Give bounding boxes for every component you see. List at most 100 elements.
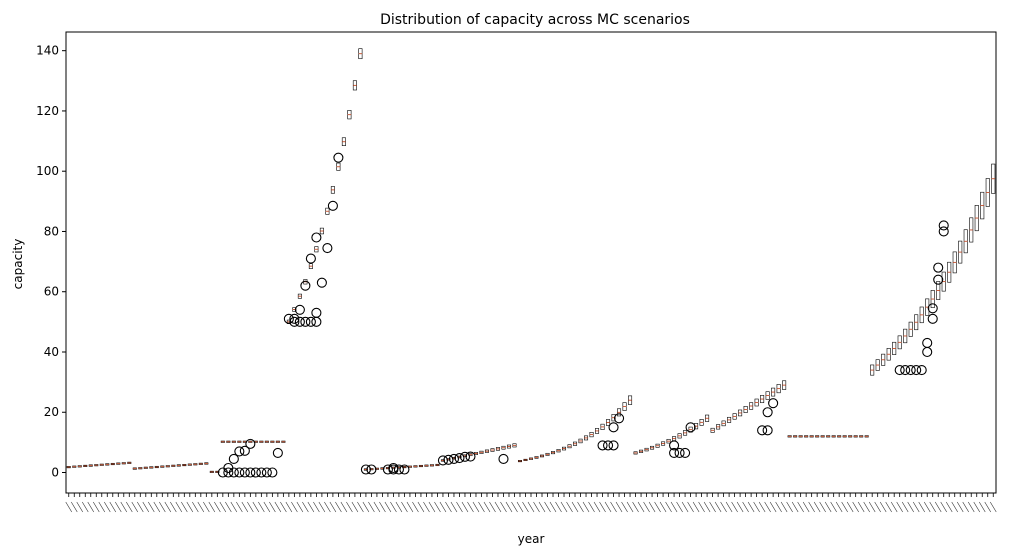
flier-point (294, 304, 305, 315)
x-tick-label-mark (98, 501, 106, 513)
flier-point (327, 200, 338, 211)
x-tick-label-mark (918, 501, 925, 513)
x-tick-label-mark (681, 501, 689, 513)
flier-point (498, 453, 509, 465)
flier-point (916, 365, 927, 376)
x-tick-label-mark (82, 501, 89, 513)
x-tick-label-mark (120, 501, 128, 513)
x-tick-label-mark (984, 501, 992, 513)
x-tick-label-mark (654, 501, 661, 513)
flier-point (608, 440, 619, 451)
flier-point (245, 438, 256, 449)
x-tick-label-mark (533, 501, 540, 513)
x-tick-label-mark (280, 501, 287, 513)
x-tick-label-mark (192, 501, 199, 513)
y-tick-label: 40 (44, 345, 59, 359)
x-tick-label-mark (544, 501, 551, 513)
flier-point (239, 445, 250, 456)
x-tick-label-mark (599, 501, 606, 513)
flier-point (762, 425, 773, 436)
x-tick-label-mark (329, 501, 337, 513)
x-tick-label-mark (527, 501, 535, 513)
x-tick-label-mark (395, 501, 403, 513)
flier-point (927, 313, 938, 324)
x-tick-label-mark (65, 501, 73, 513)
x-tick-label-mark (940, 501, 947, 513)
x-tick-label-mark (560, 501, 568, 513)
x-tick-label-mark (665, 501, 672, 513)
x-tick-label-mark (907, 501, 914, 513)
y-tick-label: 140 (36, 44, 59, 58)
x-tick-label-mark (428, 501, 436, 513)
flier-point (267, 467, 278, 478)
flier-point (443, 454, 454, 465)
x-tick-label-mark (934, 501, 942, 513)
x-tick-label-mark (313, 501, 320, 513)
flier-point (922, 337, 933, 348)
x-tick-label-mark (351, 501, 359, 513)
flier-point (223, 467, 234, 478)
x-tick-label-mark (945, 501, 953, 513)
x-tick-label-mark (203, 501, 210, 513)
flier-point (669, 447, 680, 458)
x-tick-label-mark (511, 501, 518, 513)
x-tick-label-mark (896, 501, 903, 513)
flier-point (245, 467, 256, 478)
x-tick-label-mark (819, 501, 826, 513)
x-axis-label: year (518, 532, 545, 546)
x-tick-label-mark (912, 501, 920, 513)
flier-point (234, 467, 245, 478)
x-tick-label-mark (720, 501, 727, 513)
x-tick-label-mark (340, 501, 348, 513)
x-tick-label-mark (962, 501, 969, 513)
x-tick-label-mark (87, 501, 95, 513)
x-tick-label-mark (412, 501, 419, 513)
x-tick-label-mark (489, 501, 496, 513)
y-tick-label: 20 (44, 405, 59, 419)
x-tick-label-mark (241, 501, 249, 513)
x-tick-label-mark (852, 501, 859, 513)
x-tick-label-mark (115, 501, 122, 513)
x-tick-label-mark (692, 501, 700, 513)
x-tick-label-mark (687, 501, 694, 513)
x-tick-label-mark (659, 501, 667, 513)
x-tick-label-mark (109, 501, 117, 513)
x-tick-label-mark (824, 501, 832, 513)
x-tick-label-mark (483, 501, 491, 513)
flier-point (289, 316, 300, 327)
flier-point (382, 464, 393, 475)
x-tick-label-mark (197, 501, 205, 513)
x-tick-label-mark (516, 501, 524, 513)
x-tick-label-mark (698, 501, 705, 513)
flier-point (448, 453, 460, 465)
x-tick-label-mark (423, 501, 430, 513)
x-tick-label-mark (346, 501, 353, 513)
x-tick-label-mark (296, 501, 304, 513)
x-tick-label-mark (472, 501, 480, 513)
flier-point (894, 365, 905, 376)
flier-point (762, 407, 773, 418)
flier-point (933, 274, 944, 285)
x-tick-label-mark (901, 501, 909, 513)
x-tick-label-mark (335, 501, 342, 513)
chart-title: Distribution of capacity across MC scena… (380, 12, 690, 28)
x-tick-label-mark (500, 501, 507, 513)
x-tick-label-mark (70, 501, 78, 513)
flier-point (613, 413, 625, 424)
x-tick-label-mark (830, 501, 837, 513)
flier-point (768, 398, 779, 409)
x-tick-label-mark (951, 501, 958, 513)
x-tick-label-mark (230, 501, 238, 513)
flier-point (938, 226, 949, 237)
flier-point (388, 462, 399, 474)
x-tick-label-mark (648, 501, 656, 513)
flier-point (399, 464, 410, 475)
x-tick-label-mark (274, 501, 282, 513)
flier-point (300, 316, 311, 327)
flier-point (250, 467, 261, 478)
x-tick-label-mark (225, 501, 232, 513)
x-tick-label-mark (758, 501, 766, 513)
x-tick-label-mark (104, 501, 111, 513)
x-tick-label-mark (208, 501, 216, 513)
flier-point (602, 440, 614, 451)
